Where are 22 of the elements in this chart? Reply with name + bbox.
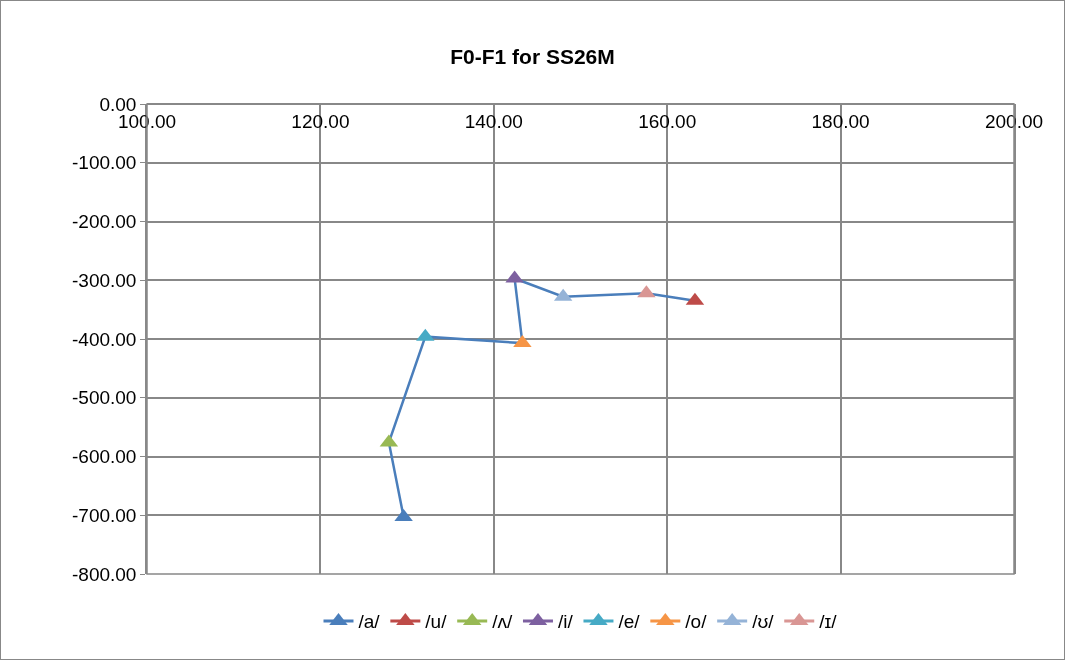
x-tick-label: 120.00 [291,110,350,132]
legend-label: /i/ [557,611,574,633]
y-tick-label: -300.00 [72,269,137,291]
legend-label: /ʊ/ [752,611,775,633]
y-tick-label: -100.00 [72,152,137,174]
legend-label: /a/ [358,611,381,633]
x-tick-label: 200.00 [984,110,1044,132]
y-tick-label: -400.00 [72,328,137,350]
chart-title: F0-F1 for SS26M [450,45,615,69]
y-tick-label: -500.00 [72,387,137,409]
legend-label: /u/ [425,611,448,633]
y-tick-label: -700.00 [72,504,137,526]
legend-label: /e/ [618,611,641,633]
legend-label: /ɪ/ [819,611,838,633]
y-tick-label: -600.00 [72,446,137,468]
y-tick-label: -800.00 [72,563,137,585]
x-tick-label: 140.00 [464,110,523,132]
legend-label: /o/ [685,611,708,633]
x-tick-label: 160.00 [638,110,697,132]
y-tick-label: -200.00 [72,211,137,233]
legend-label: /ʌ/ [492,611,513,633]
x-tick-label: 180.00 [811,110,870,132]
